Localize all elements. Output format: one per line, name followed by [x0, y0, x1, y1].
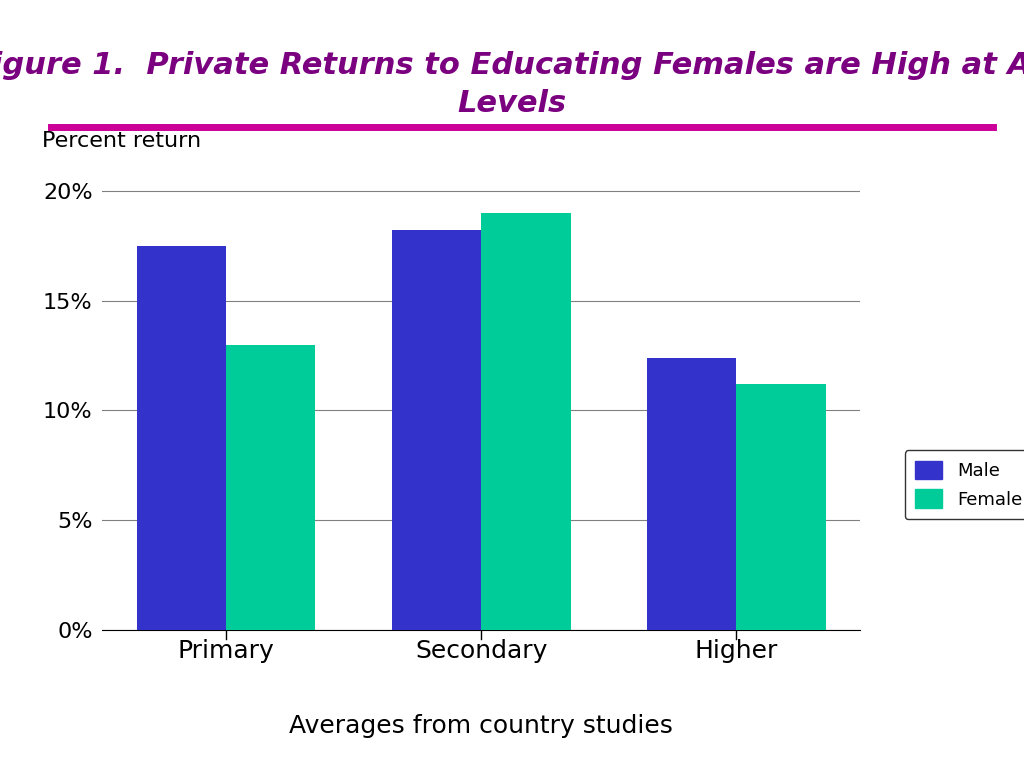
Bar: [392, 230, 481, 630]
Bar: [481, 213, 570, 630]
Legend: Male, Female: Male, Female: [904, 450, 1024, 519]
Bar: [226, 345, 315, 630]
Text: Levels: Levels: [458, 89, 566, 118]
Bar: [647, 358, 736, 630]
Bar: [137, 246, 226, 630]
Text: Figure 1.  Private Returns to Educating Females are High at All: Figure 1. Private Returns to Educating F…: [0, 51, 1024, 80]
Text: Averages from country studies: Averages from country studies: [290, 713, 673, 738]
Text: Percent return: Percent return: [42, 131, 201, 151]
Bar: [736, 384, 825, 630]
